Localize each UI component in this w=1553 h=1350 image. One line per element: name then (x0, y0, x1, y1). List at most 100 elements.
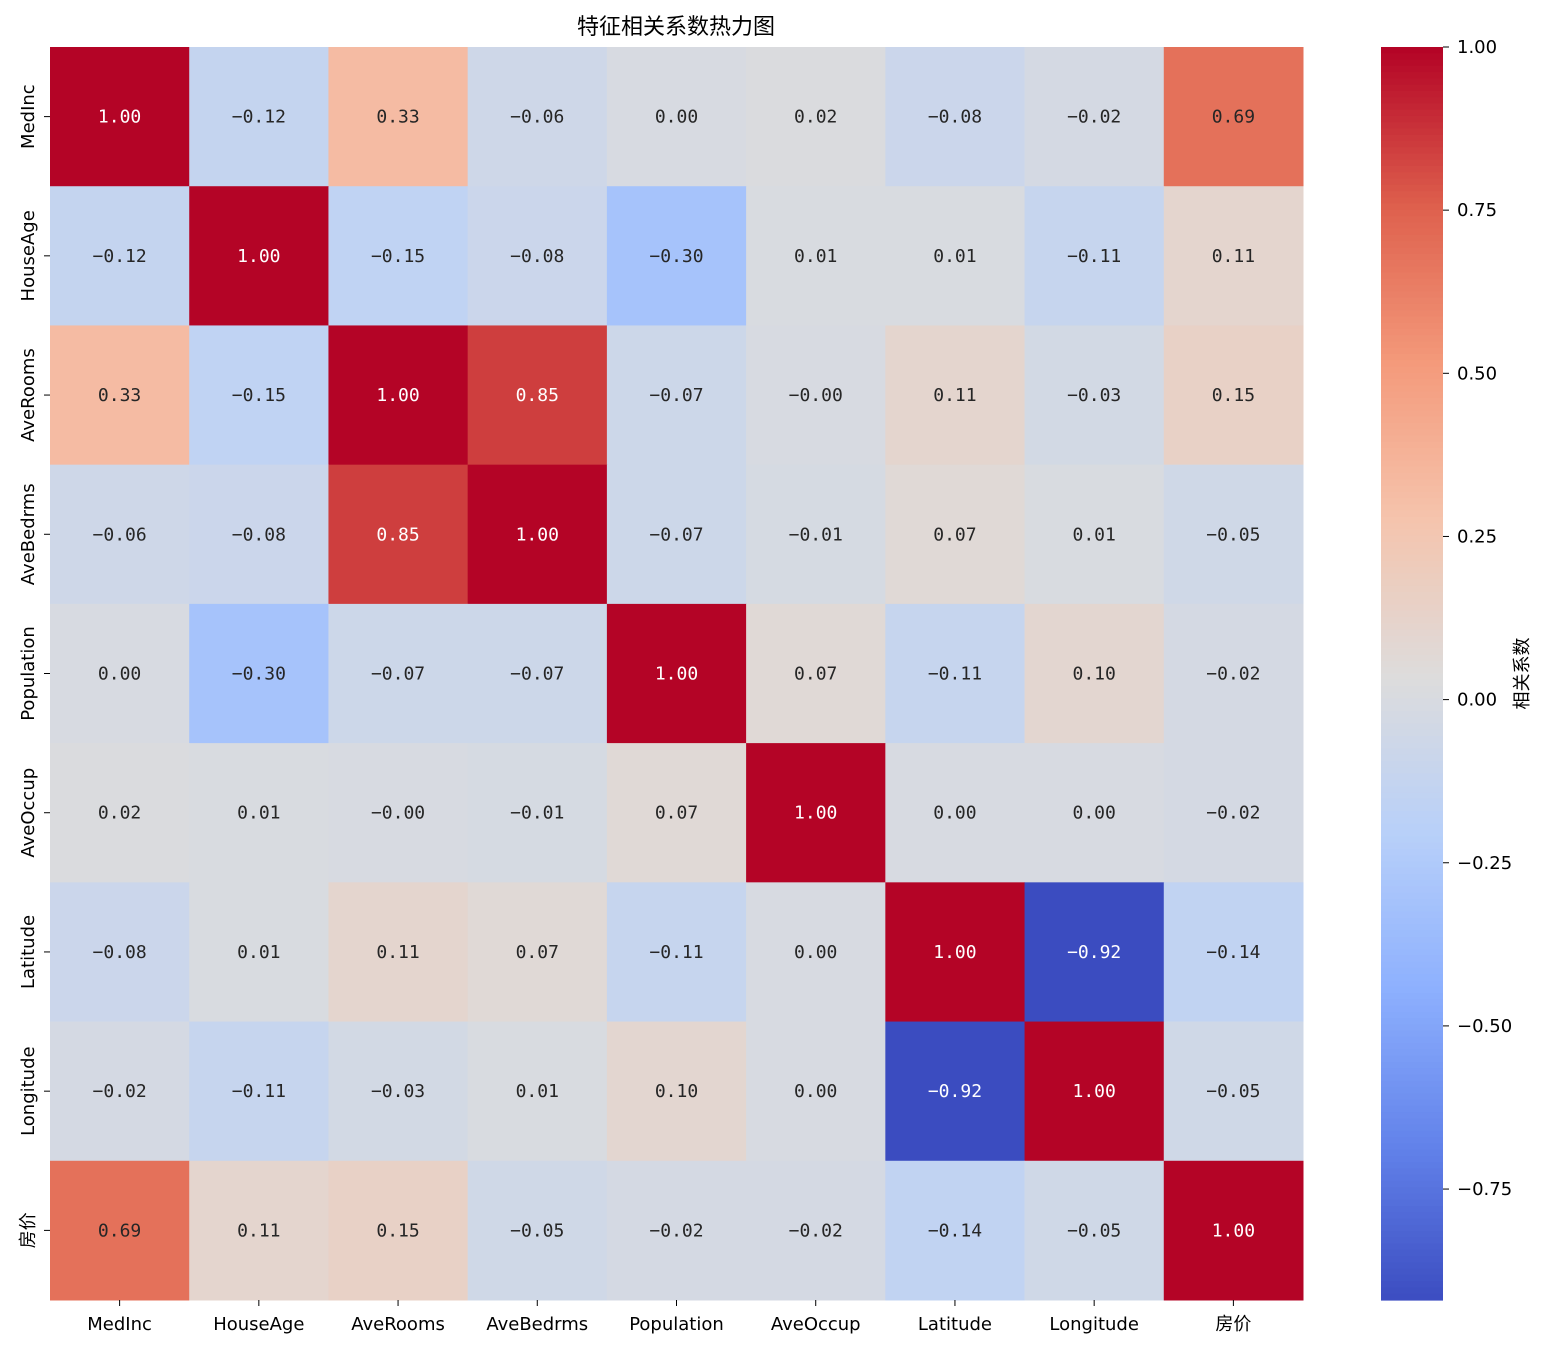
x-tick-label: 房价 (1215, 1314, 1251, 1335)
colorbar-gradient-segment (1381, 1118, 1443, 1126)
colorbar-gradient-segment (1381, 172, 1443, 180)
colorbar-gradient-segment (1381, 385, 1443, 393)
cell-value-label: −0.02 (1067, 107, 1121, 128)
colorbar-gradient-segment (1381, 404, 1443, 411)
colorbar-gradient-segment (1381, 353, 1443, 361)
cell-value-label: −0.07 (649, 385, 703, 406)
cell-value-label: −0.14 (928, 1220, 982, 1241)
colorbar-gradient-segment (1381, 642, 1443, 650)
colorbar-gradient-segment (1381, 166, 1443, 173)
colorbar-gradient-segment (1381, 1256, 1443, 1264)
y-tick-label: Longitude (18, 1046, 39, 1136)
heatmap-cell (189, 325, 329, 466)
colorbar-gradient-segment (1381, 1018, 1443, 1025)
colorbar-gradient-segment (1381, 698, 1443, 706)
colorbar-gradient-segment (1381, 53, 1443, 61)
y-axis: MedInc HouseAge AveRooms AveBedrms Populatio… (18, 84, 50, 1248)
colorbar-gradient-segment (1381, 617, 1443, 624)
colorbar-gradient-segment (1381, 548, 1443, 556)
cell-value-label: 0.11 (237, 1220, 280, 1241)
colorbar-gradient-segment (1381, 754, 1443, 762)
cell-value-label: −0.03 (371, 1081, 425, 1102)
cell-value-label: 0.01 (516, 1081, 559, 1102)
cell-value-label: 0.01 (237, 942, 280, 963)
colorbar-gradient-segment (1381, 1162, 1443, 1170)
colorbar-gradient-segment (1381, 1137, 1443, 1144)
heatmap-cell (189, 186, 329, 326)
colorbar-gradient-segment (1381, 848, 1443, 856)
colorbar-gradient-segment (1381, 360, 1443, 368)
cell-value-label: 1.00 (516, 524, 559, 545)
colorbar-gradient-segment (1381, 1086, 1443, 1094)
colorbar-gradient-segment (1381, 993, 1443, 1000)
colorbar-gradient-segment (1381, 322, 1443, 330)
heatmap-cell (189, 1160, 329, 1301)
colorbar-gradient-segment (1381, 604, 1443, 612)
colorbar-tick-label: −0.25 (1457, 853, 1512, 874)
cell-value-label: −0.08 (928, 107, 982, 128)
colorbar-gradient-segment (1381, 447, 1443, 455)
colorbar-gradient-segment (1381, 748, 1443, 756)
colorbar-gradient-segment (1381, 1024, 1443, 1032)
heatmap-cell (1163, 464, 1304, 605)
heatmap-cell (606, 603, 747, 744)
colorbar-gradient-segment (1381, 1199, 1443, 1207)
cell-value-label: −0.15 (232, 385, 286, 406)
colorbar-gradient-segment (1381, 128, 1443, 136)
colorbar-gradient-segment (1381, 115, 1443, 123)
colorbar-gradient-segment (1381, 1287, 1443, 1295)
colorbar-gradient-segment (1381, 911, 1443, 919)
colorbar-gradient-segment (1381, 504, 1443, 512)
heatmap-cell (467, 1160, 608, 1301)
colorbar-gradient-segment (1381, 1149, 1443, 1157)
cell-value-label: −0.30 (232, 664, 286, 685)
chart-title: 特征相关系数热力图 (577, 15, 775, 40)
heatmap-cell (885, 882, 1026, 1023)
colorbar-gradient-segment (1381, 241, 1443, 249)
colorbar-gradient-segment (1381, 379, 1443, 386)
colorbar-gradient-segment (1381, 140, 1443, 148)
colorbar-gradient-segment (1381, 535, 1443, 543)
colorbar-gradient-segment (1381, 554, 1443, 562)
heatmap-cell (1024, 882, 1165, 1023)
heatmap-cell (1024, 47, 1165, 187)
colorbar-gradient-segment (1381, 573, 1443, 581)
colorbar-gradient-segment (1381, 1231, 1443, 1238)
colorbar-gradient-segment (1381, 1155, 1443, 1163)
heatmap-cell (885, 603, 1026, 744)
heatmap-cell (1163, 1021, 1304, 1162)
colorbar-gradient-segment (1381, 498, 1443, 505)
heatmap-cell-labels: 1.00 −0.12 0.33 −0.06 0.00 0.02 −0.08 −0.02 0.69… (93, 107, 1261, 1242)
cell-value-label: −0.01 (510, 803, 564, 824)
cell-value-label: 0.85 (376, 524, 419, 545)
cell-value-label: 0.15 (376, 1220, 419, 1241)
cell-value-label: −0.11 (649, 942, 703, 963)
cell-value-label: −0.02 (1206, 803, 1260, 824)
cell-value-label: 0.10 (1072, 664, 1115, 685)
cell-value-label: 0.00 (1072, 803, 1115, 824)
y-tick-label: MedInc (18, 84, 39, 149)
colorbar-gradient-segment (1381, 316, 1443, 324)
colorbar-gradient-segment (1381, 523, 1443, 531)
heatmap-cell (885, 464, 1026, 605)
colorbar-gradient-segment (1381, 291, 1443, 299)
colorbar-gradient-segment (1381, 873, 1443, 881)
cell-value-label: 0.02 (98, 803, 141, 824)
colorbar-gradient-segment (1381, 861, 1443, 869)
cell-value-label: −0.08 (93, 942, 147, 963)
colorbar-gradient-segment (1381, 184, 1443, 192)
heatmap-cell (50, 1160, 190, 1301)
colorbar-gradient-segment (1381, 761, 1443, 769)
colorbar-gradient-segment (1381, 297, 1443, 305)
colorbar-gradient-segment (1381, 529, 1443, 537)
heatmap-cell (606, 882, 747, 1023)
colorbar-tick-label: 1.00 (1457, 37, 1497, 58)
colorbar-gradient-segment (1381, 1068, 1443, 1076)
colorbar-gradient-segment (1381, 228, 1443, 236)
colorbar-gradient-segment (1381, 1281, 1443, 1289)
cell-value-label: −0.02 (93, 1081, 147, 1102)
colorbar-gradient-segment (1381, 886, 1443, 894)
heatmap-cell (1024, 1160, 1165, 1301)
colorbar-gradient-segment (1381, 122, 1443, 130)
